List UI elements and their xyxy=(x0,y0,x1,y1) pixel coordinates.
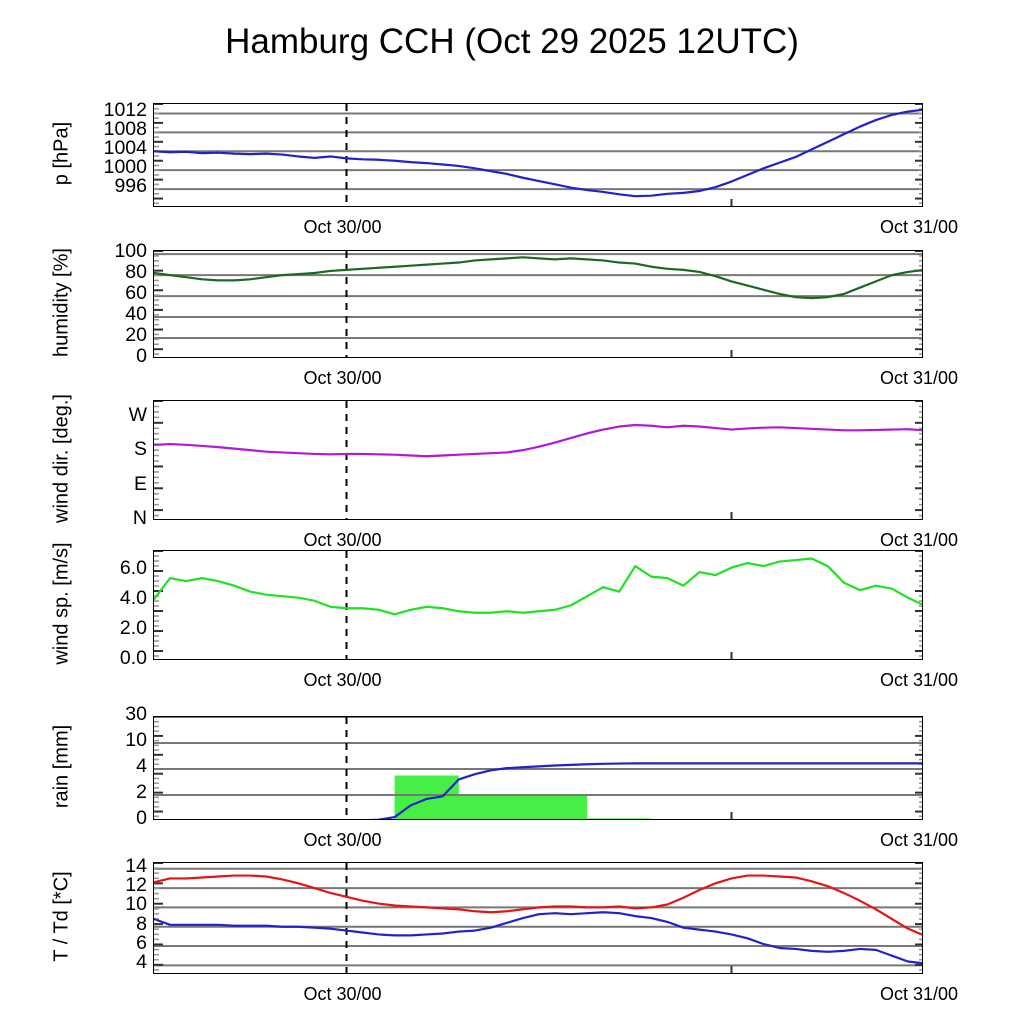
x-tick-label-left: Oct 30/00 xyxy=(303,984,382,1004)
plot-area-rain[interactable] xyxy=(153,716,923,820)
x-tick-label-right: Oct 31/00 xyxy=(880,670,959,690)
plot-svg-wind_dir xyxy=(154,401,922,519)
series-line-pressure xyxy=(154,108,922,198)
plot-svg-pressure xyxy=(154,104,922,206)
series-line-wind_dir xyxy=(154,423,922,458)
y-tick-label: 80 xyxy=(125,261,147,284)
y-tick-label: 6.0 xyxy=(119,556,147,579)
plot-area-humidity[interactable] xyxy=(153,250,923,358)
x-tick-label-left: Oct 30/00 xyxy=(303,217,382,237)
series-line-wind_speed xyxy=(154,557,922,616)
y-tick-label: 996 xyxy=(114,175,147,198)
y-tick-label: 2.0 xyxy=(119,616,147,639)
x-tick-label-right: Oct 31/00 xyxy=(880,984,959,1004)
y-tick-label: W xyxy=(128,404,147,427)
y-tick-label: 0.0 xyxy=(119,647,147,669)
y-tick-label: 10 xyxy=(125,729,147,751)
y-tick-label: 2 xyxy=(136,781,147,803)
y-tick-label: 0 xyxy=(136,345,147,367)
x-tick-label-left: Oct 30/00 xyxy=(303,368,382,388)
plot-svg-humidity xyxy=(154,251,922,357)
x-tick-label-left: Oct 30/00 xyxy=(303,530,382,550)
y-tick-label: 1008 xyxy=(103,118,147,141)
y-tick-label: 10 xyxy=(125,893,147,916)
plot-area-wind_speed[interactable] xyxy=(153,550,923,660)
y-tick-label: 8 xyxy=(136,912,147,935)
y-tick-label: 40 xyxy=(125,303,147,326)
x-tick-label-left: Oct 30/00 xyxy=(303,670,382,690)
y-tick-label: 4 xyxy=(136,755,147,777)
x-tick-label-left: Oct 30/00 xyxy=(303,830,382,850)
series-line-Td xyxy=(154,911,922,965)
plot-area-temperature[interactable] xyxy=(153,862,923,974)
y-tick-label: 4 xyxy=(136,951,147,974)
series-line-humidity xyxy=(154,256,922,300)
page-title: Hamburg CCH (Oct 29 2025 12UTC) xyxy=(225,22,799,61)
y-tick-label: 20 xyxy=(125,324,147,347)
x-tick-label-right: Oct 31/00 xyxy=(880,530,959,550)
y-tick-label: 100 xyxy=(114,240,147,263)
x-tick-label-right: Oct 31/00 xyxy=(880,217,959,237)
y-tick-label: 14 xyxy=(125,854,147,877)
rain-bar xyxy=(587,818,652,819)
y-tick-label: 6 xyxy=(136,932,147,955)
plot-svg-wind_speed xyxy=(154,551,922,659)
plot-svg-rain xyxy=(154,717,922,819)
y-tick-label: 1000 xyxy=(103,156,147,179)
x-tick-label-right: Oct 31/00 xyxy=(880,368,959,388)
series-line-cumulative-rain xyxy=(368,762,922,819)
y-tick-label: 0 xyxy=(136,807,147,829)
plot-area-pressure[interactable] xyxy=(153,103,923,207)
plot-svg-temperature xyxy=(154,863,922,973)
rain-bar xyxy=(394,795,588,819)
y-tick-label: S xyxy=(133,438,147,461)
y-tick-label: 30 xyxy=(125,703,147,725)
y-tick-label: 60 xyxy=(125,282,147,305)
series-line-T xyxy=(154,874,922,936)
y-tick-label: 1004 xyxy=(103,137,147,160)
plot-area-wind_dir[interactable] xyxy=(153,400,923,520)
y-tick-label: 4.0 xyxy=(119,586,147,609)
x-tick-label-right: Oct 31/00 xyxy=(880,830,959,850)
y-tick-label: N xyxy=(132,507,147,529)
y-axis-label-temperature: T / Td [*C] xyxy=(50,871,73,962)
y-tick-label: 1012 xyxy=(103,99,147,122)
y-tick-label: E xyxy=(133,472,147,495)
y-tick-label: 12 xyxy=(125,874,147,897)
